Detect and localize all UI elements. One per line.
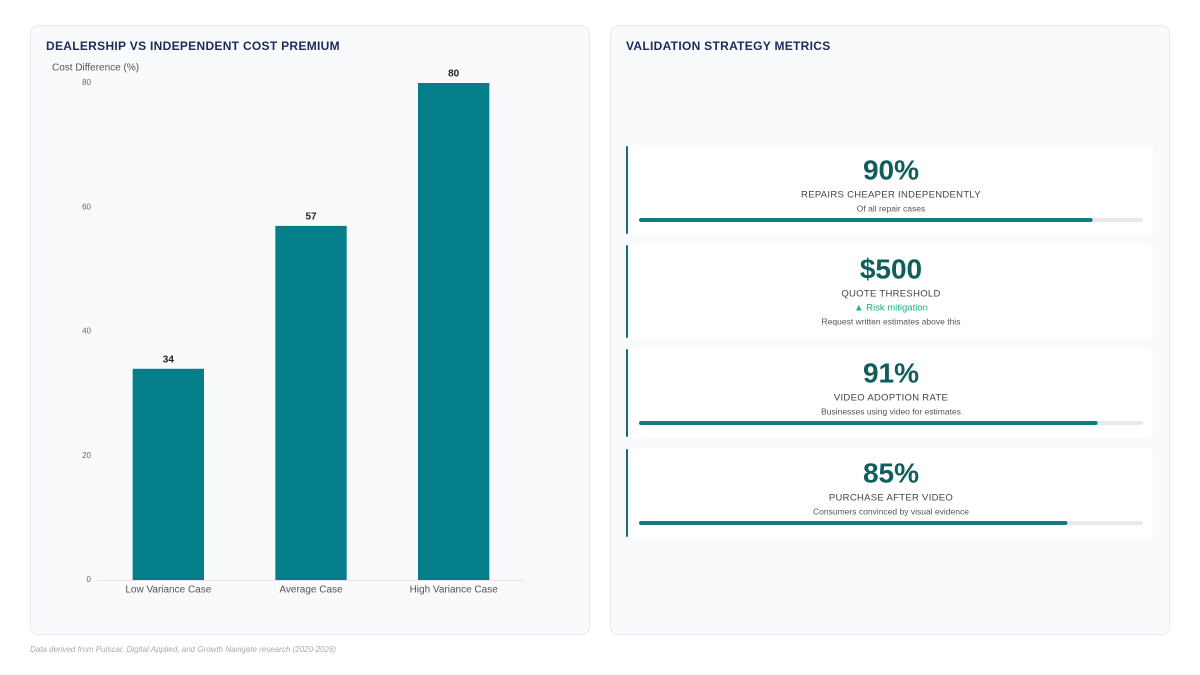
card-accent: [626, 146, 628, 234]
metric-label: QUOTE THRESHOLD: [841, 289, 940, 300]
metric-card: [626, 448, 1153, 538]
progress-bar: [639, 421, 1098, 425]
progress-bar: [639, 218, 1093, 222]
metric-note: Of all repair cases: [857, 203, 926, 213]
x-tick-label: Low Variance Case: [125, 585, 211, 596]
y-tick-label: 20: [82, 451, 91, 460]
progress-bar: [639, 521, 1068, 525]
y-tick-label: 60: [82, 202, 91, 211]
data-label: 80: [448, 69, 460, 80]
metric-card: [626, 244, 1153, 339]
y-tick-label: 80: [82, 78, 91, 87]
metric-value: 85%: [863, 457, 919, 488]
metric-note: Businesses using video for estimates: [821, 406, 961, 416]
metric-label: PURCHASE AFTER VIDEO: [829, 493, 953, 504]
data-label: 34: [163, 354, 175, 365]
card-accent: [626, 245, 628, 338]
metric-badge: ▲ Risk mitigation: [854, 303, 928, 314]
metric-value: 90%: [863, 154, 919, 185]
bar: [418, 83, 490, 580]
y-axis-label: Cost Difference (%): [52, 63, 139, 74]
metric-value: 91%: [863, 357, 919, 388]
metric-label: VIDEO ADOPTION RATE: [834, 393, 948, 404]
metric-note: Consumers convinced by visual evidence: [813, 506, 969, 516]
chart-title: DEALERSHIP VS INDEPENDENT COST PREMIUM: [46, 39, 340, 53]
card-accent: [626, 349, 628, 437]
y-tick-label: 0: [87, 575, 92, 584]
bar: [132, 368, 204, 580]
data-label: 57: [305, 212, 317, 223]
x-tick-label: Average Case: [279, 585, 343, 596]
x-tick-label: High Variance Case: [410, 585, 499, 596]
metric-card: [626, 348, 1153, 438]
metric-note: Request written estimates above this: [822, 316, 961, 326]
metric-value: $500: [860, 253, 922, 284]
bar: [275, 225, 347, 580]
y-tick-label: 40: [82, 327, 91, 336]
metric-card: [626, 145, 1153, 235]
card-accent: [626, 449, 628, 537]
metrics-title: VALIDATION STRATEGY METRICS: [626, 39, 831, 53]
footer: Data derived from Pulscar, Digital Appli…: [30, 645, 336, 654]
metric-label: REPAIRS CHEAPER INDEPENDENTLY: [801, 190, 981, 201]
